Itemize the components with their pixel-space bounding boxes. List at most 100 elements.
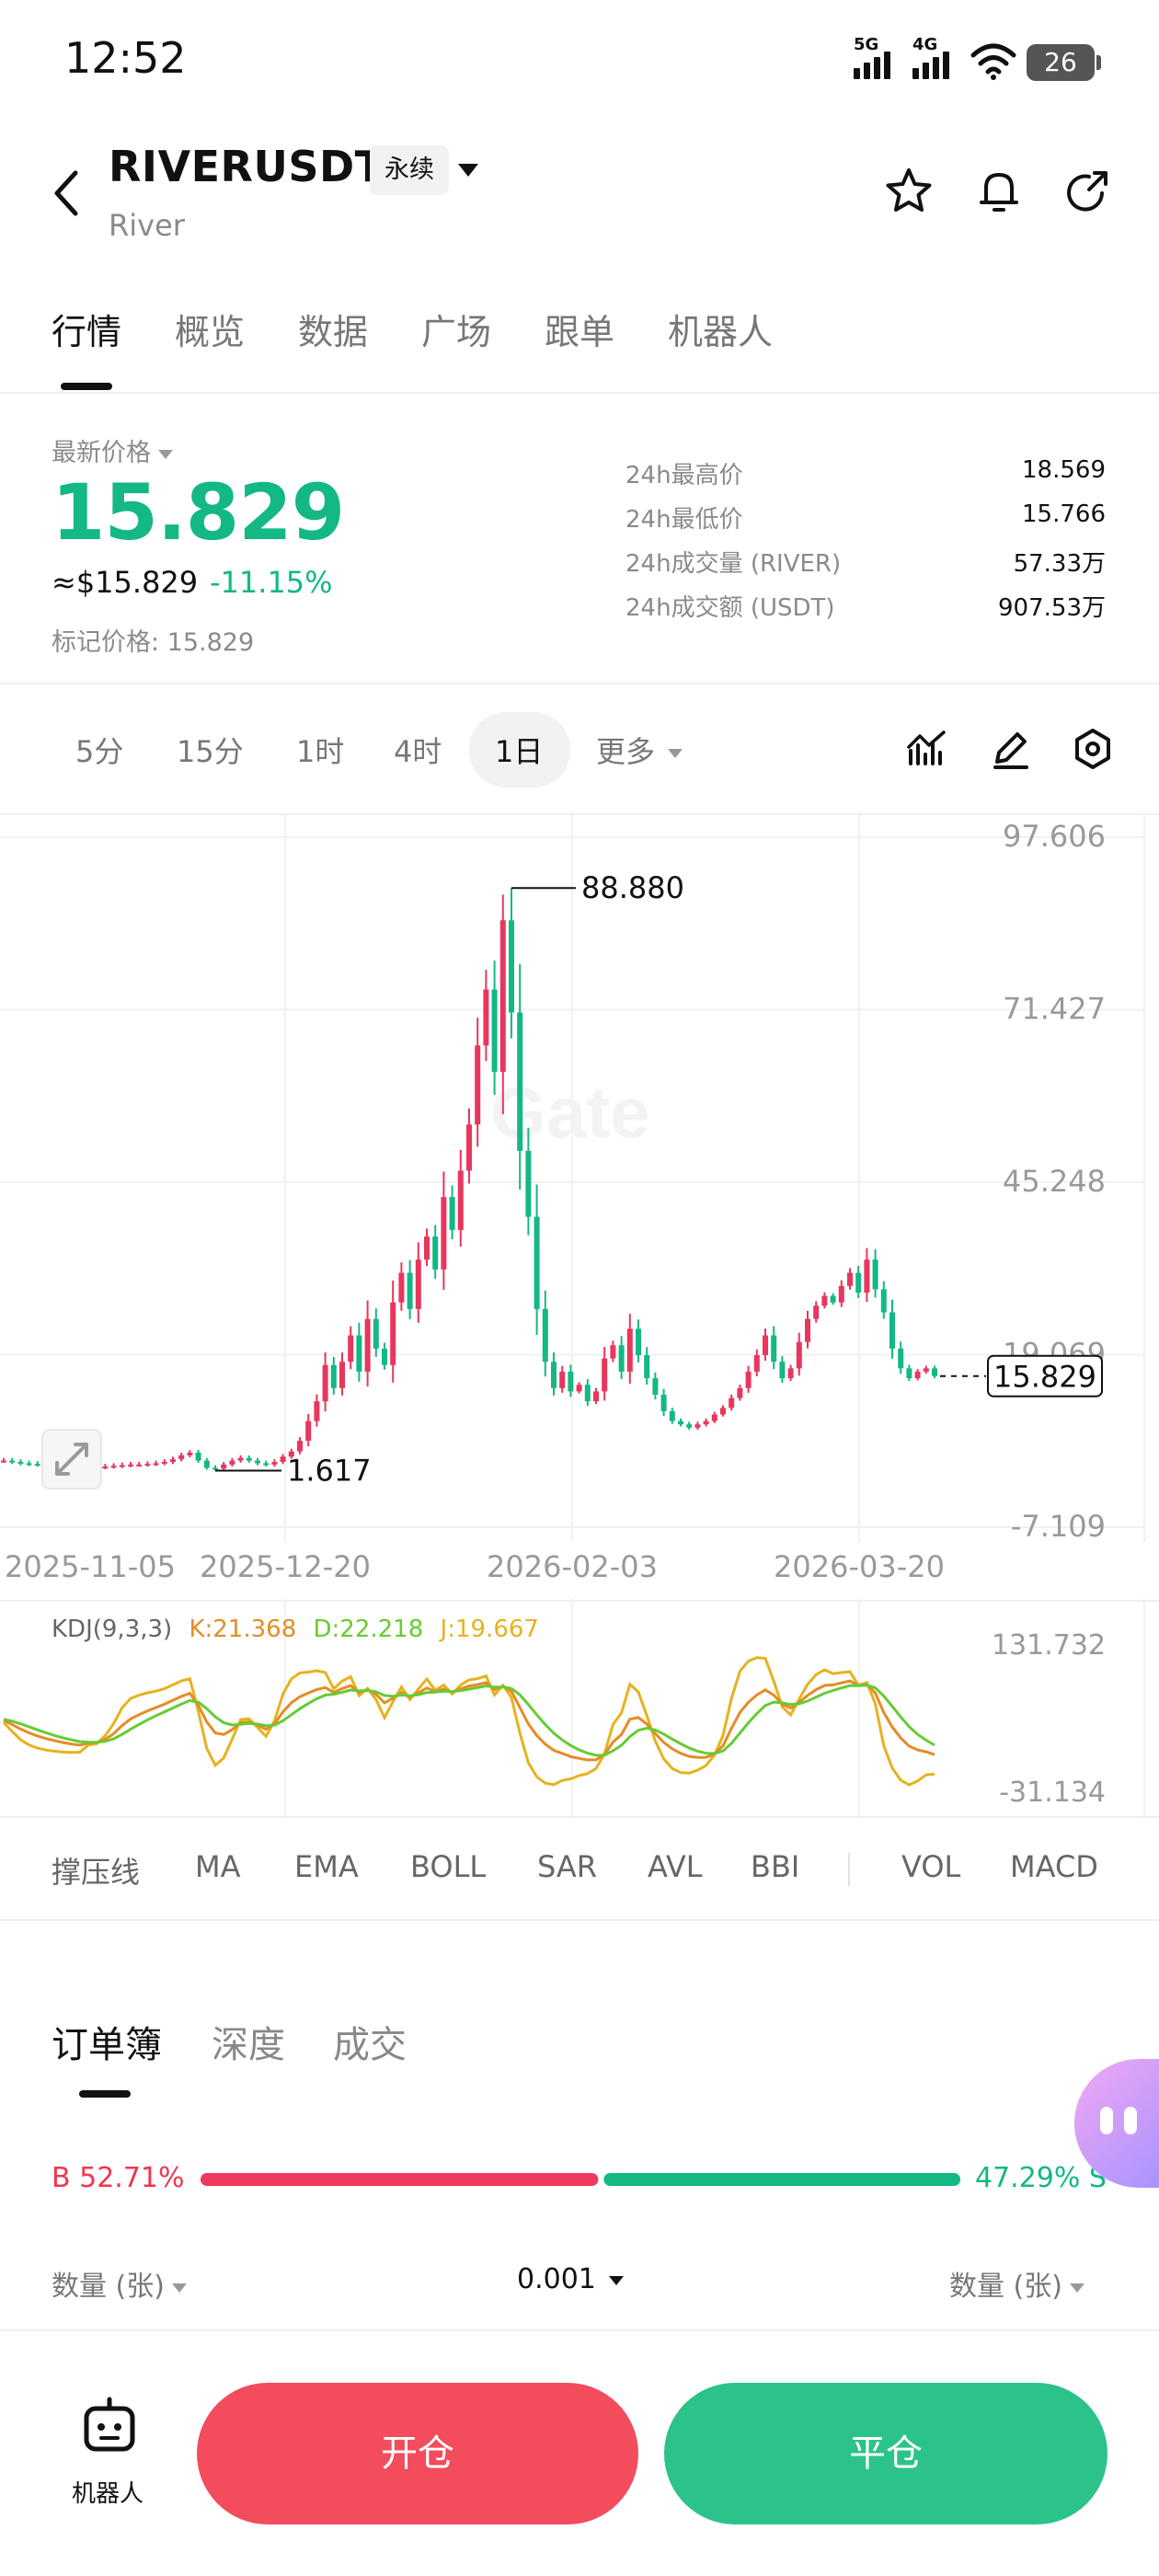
contract-type-badge[interactable]: 永续: [370, 145, 449, 195]
candle-body: [144, 1464, 151, 1466]
tab-data[interactable]: 数据: [298, 312, 369, 352]
tab-bot[interactable]: 机器人: [668, 312, 774, 352]
robot-nav-label[interactable]: 机器人: [72, 2480, 144, 2508]
divider: [0, 1919, 1159, 1921]
tab-market[interactable]: 行情: [52, 312, 122, 352]
indicator-macd[interactable]: MACD: [1010, 1849, 1098, 1884]
candle-body: [1, 1460, 6, 1463]
pair-title[interactable]: RIVERUSDT: [109, 142, 384, 191]
chevron-down-icon[interactable]: [458, 164, 478, 177]
candle-body: [729, 1397, 735, 1409]
kdj-label: KDJ(9,3,3): [52, 1616, 173, 1643]
candle-body: [864, 1259, 870, 1293]
kdj-j-value: J:19.667: [440, 1616, 539, 1643]
pencil-icon[interactable]: [988, 727, 1032, 771]
star-icon[interactable]: [883, 166, 935, 217]
candle-body: [390, 1302, 396, 1365]
ratio-sell-segment: [603, 2173, 960, 2186]
settings-icon[interactable]: [1071, 727, 1115, 771]
candle-body: [271, 1462, 278, 1465]
candle-body: [872, 1259, 878, 1290]
candle-body: [576, 1385, 582, 1392]
candle-body: [255, 1460, 260, 1464]
tab-indicator: [61, 383, 112, 390]
indicator-avl[interactable]: AVL: [648, 1849, 703, 1884]
candle-body: [660, 1394, 667, 1411]
tab-orderbook[interactable]: 订单簿: [52, 2024, 162, 2066]
candle-body: [932, 1368, 937, 1376]
candle-body: [923, 1368, 929, 1372]
indicator-bbi[interactable]: BBI: [751, 1849, 800, 1884]
candle-body: [763, 1335, 768, 1355]
candle-body: [153, 1463, 159, 1466]
indicator-ema[interactable]: EMA: [294, 1849, 359, 1884]
candle-body: [330, 1364, 337, 1388]
divider: [0, 392, 1159, 394]
share-icon[interactable]: [1061, 166, 1113, 217]
candle-body: [348, 1335, 354, 1363]
back-button[interactable]: [46, 166, 90, 221]
tab-copy-trading[interactable]: 跟单: [545, 312, 615, 352]
kdj-k-value: K:21.368: [189, 1616, 297, 1643]
last-price-tag: 15.829: [993, 1360, 1096, 1395]
kdj-k-line: [3, 1679, 935, 1762]
y-axis-label: 71.427: [1003, 992, 1106, 1027]
tab-depth[interactable]: 深度: [212, 2024, 285, 2066]
candle-body: [212, 1467, 218, 1470]
indicator-ma[interactable]: MA: [195, 1849, 241, 1884]
x-axis-label: 2026-03-20: [774, 1549, 945, 1584]
candle-body: [373, 1318, 379, 1349]
y-axis-label: 45.248: [1003, 1164, 1106, 1199]
status-time: 12:52: [64, 33, 187, 83]
close-position-button[interactable]: 平仓: [664, 2383, 1107, 2524]
indicator-separator: [848, 1853, 850, 1886]
expand-chart-button[interactable]: [41, 1429, 102, 1489]
candle-body: [170, 1459, 176, 1463]
tab-square[interactable]: 广场: [421, 312, 492, 352]
interval-more[interactable]: 更多: [596, 729, 683, 771]
orderbook-tab-indicator: [79, 2090, 131, 2098]
precision-selector[interactable]: 0.001: [517, 2263, 624, 2295]
tab-overview[interactable]: 概览: [175, 312, 246, 352]
open-position-button[interactable]: 开仓: [197, 2383, 638, 2524]
divider: [0, 2329, 1159, 2331]
kdj-chart[interactable]: 131.732 -31.134: [0, 1599, 1159, 1820]
candle-body: [914, 1371, 921, 1379]
candle-body: [542, 1308, 548, 1363]
candle-body: [415, 1259, 421, 1309]
indicator-sar[interactable]: SAR: [537, 1849, 598, 1884]
candle-body: [322, 1364, 328, 1402]
candle-body: [644, 1354, 650, 1379]
candle-body: [753, 1354, 760, 1372]
tab-trades[interactable]: 成交: [333, 2024, 407, 2066]
robot-icon[interactable]: [79, 2396, 140, 2456]
candle-body: [128, 1464, 133, 1466]
usd-price: ≈$15.829: [52, 565, 199, 600]
candle-body: [626, 1328, 633, 1372]
candle-body: [441, 1197, 447, 1270]
indicator-support[interactable]: 撑压线: [52, 1855, 141, 1890]
mark-price: 标记价格: 15.829: [52, 628, 255, 657]
candle-body: [110, 1466, 117, 1468]
candle-body: [237, 1457, 244, 1461]
indicator-boll[interactable]: BOLL: [410, 1849, 487, 1884]
sell-ratio-label: 47.29% S: [975, 2162, 1107, 2194]
divider: [0, 1816, 1159, 1818]
interval-1d[interactable]: 1日: [495, 734, 544, 769]
interval-15m[interactable]: 15分: [177, 734, 244, 769]
candle-body: [178, 1455, 185, 1460]
kdj-d-value: D:22.218: [313, 1616, 424, 1643]
indicator-vol[interactable]: VOL: [901, 1849, 961, 1884]
quantity-right-selector[interactable]: 数量 (张): [949, 2263, 1084, 2304]
interval-4h[interactable]: 4时: [394, 734, 442, 769]
chart-watermark: Gate: [490, 1072, 649, 1153]
interval-5m[interactable]: 5分: [75, 734, 124, 769]
latest-price-label[interactable]: 最新价格: [52, 432, 173, 468]
candle-body: [838, 1285, 844, 1303]
candle-body: [449, 1197, 455, 1230]
bell-icon[interactable]: [973, 166, 1025, 217]
interval-1h[interactable]: 1时: [296, 734, 345, 769]
indicator-icon[interactable]: [905, 727, 949, 771]
quantity-left-selector[interactable]: 数量 (张): [52, 2263, 187, 2304]
